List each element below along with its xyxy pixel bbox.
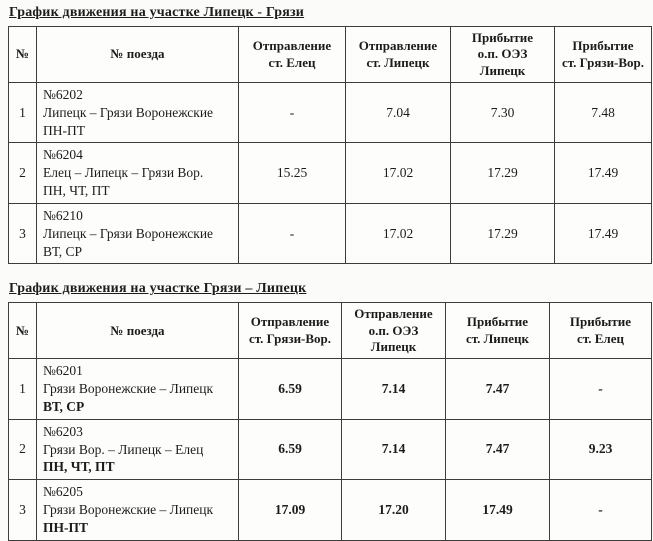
row-number: 1 xyxy=(8,81,37,144)
time-cell: 17.29 xyxy=(450,202,555,265)
time-cell: 6.59 xyxy=(238,418,342,481)
time-cell: 17.02 xyxy=(345,202,451,265)
train-number: №6201 xyxy=(43,363,83,379)
col-header-arr-gryazi: Прибытие ст. Грязи-Вор. xyxy=(554,26,652,83)
time-cell: 17.49 xyxy=(445,479,550,541)
time-cell: 9.23 xyxy=(549,418,652,481)
row-number: 3 xyxy=(8,479,37,541)
schedule-title-lipetsk-gryazi: График движения на участке Липецк - Гряз… xyxy=(9,5,305,20)
train-days: ПН, ЧТ, ПТ xyxy=(43,183,110,199)
train-number: №6210 xyxy=(43,207,83,223)
row-number: 1 xyxy=(8,358,37,420)
table-row: 2 №6203 Грязи Вор. – Липецк – Елец ПН, Ч… xyxy=(8,418,652,481)
time-cell: 15.25 xyxy=(238,142,346,204)
train-cell: №6204 Елец – Липецк – Грязи Вор. ПН, ЧТ,… xyxy=(36,142,239,204)
col-header-arr-oez: Прибытие о.п. ОЭЗ Липецк xyxy=(450,26,555,83)
table-row: 1 №6202 Липецк – Грязи Воронежские ПН-ПТ… xyxy=(8,81,652,144)
schedule-table-lipetsk-gryazi: № № поезда Отправление ст. Елец Отправле… xyxy=(8,26,652,265)
time-cell: 17.02 xyxy=(345,142,451,204)
train-route: Липецк – Грязи Воронежские xyxy=(43,104,214,120)
train-number: №6205 xyxy=(43,484,83,500)
time-cell: 7.47 xyxy=(445,358,550,420)
train-days: ВТ, СР xyxy=(43,243,82,259)
train-cell: №6205 Грязи Воронежские – Липецк ПН-ПТ xyxy=(36,479,239,541)
row-number: 2 xyxy=(8,142,37,204)
train-cell: №6202 Липецк – Грязи Воронежские ПН-ПТ xyxy=(36,81,239,144)
train-route: Грязи Воронежские – Липецк xyxy=(43,381,214,397)
table-row: 3 №6210 Липецк – Грязи Воронежские ВТ, С… xyxy=(8,202,652,265)
time-cell: 17.09 xyxy=(238,479,342,541)
time-cell: 17.49 xyxy=(554,202,652,265)
schedule-table-gryazi-lipetsk: № № поезда Отправление ст. Грязи-Вор. От… xyxy=(8,302,652,541)
train-number: №6203 xyxy=(43,423,83,439)
row-number: 2 xyxy=(8,418,37,481)
train-days: ПН-ПТ xyxy=(43,122,85,138)
col-header-index: № xyxy=(8,302,37,360)
time-cell: - xyxy=(549,479,652,541)
train-days: ПН, ЧТ, ПТ xyxy=(43,459,115,475)
train-route: Елец – Липецк – Грязи Вор. xyxy=(43,165,204,181)
table-row: 3 №6205 Грязи Воронежские – Липецк ПН-ПТ… xyxy=(8,479,652,541)
train-days: ПН-ПТ xyxy=(43,519,89,535)
train-number: №6204 xyxy=(43,147,83,163)
col-header-train: № поезда xyxy=(36,302,239,360)
time-cell: 7.04 xyxy=(345,81,451,144)
time-cell: 7.47 xyxy=(445,418,550,481)
col-header-arr-lipetsk: Прибытие ст. Липецк xyxy=(445,302,550,360)
header-row: № № поезда Отправление ст. Грязи-Вор. От… xyxy=(8,302,652,360)
col-header-index: № xyxy=(8,26,37,83)
col-header-train: № поезда xyxy=(36,26,239,83)
time-cell: - xyxy=(549,358,652,420)
train-route: Грязи Вор. – Липецк – Елец xyxy=(43,441,204,457)
train-route: Липецк – Грязи Воронежские xyxy=(43,225,214,241)
schedule-title-gryazi-lipetsk: График движения на участке Грязи – Липец… xyxy=(9,281,307,297)
time-cell: 17.49 xyxy=(554,142,652,204)
table-row: 2 №6204 Елец – Липецк – Грязи Вор. ПН, Ч… xyxy=(8,142,652,204)
train-route: Грязи Воронежские – Липецк xyxy=(43,502,214,517)
time-cell: - xyxy=(238,81,346,144)
time-cell: - xyxy=(238,202,346,265)
col-header-arr-elets: Прибытие ст. Елец xyxy=(549,302,652,360)
time-cell: 7.14 xyxy=(341,418,446,481)
header-row: № № поезда Отправление ст. Елец Отправле… xyxy=(8,26,652,83)
col-header-dep-oez: Отправление о.п. ОЭЗ Липецк xyxy=(341,302,446,360)
train-cell: №6210 Липецк – Грязи Воронежские ВТ, СР xyxy=(36,202,239,265)
time-cell: 17.29 xyxy=(450,142,555,204)
row-number: 3 xyxy=(8,202,37,265)
time-cell: 17.20 xyxy=(341,479,446,541)
train-days: ВТ, СР xyxy=(43,398,85,414)
table-row: 1 №6201 Грязи Воронежские – Липецк ВТ, С… xyxy=(8,358,652,420)
time-cell: 7.30 xyxy=(450,81,555,144)
time-cell: 6.59 xyxy=(238,358,342,420)
train-cell: №6201 Грязи Воронежские – Липецк ВТ, СР xyxy=(36,358,239,420)
col-header-dep-gryazi: Отправление ст. Грязи-Вор. xyxy=(238,302,342,360)
col-header-dep-lipetsk: Отправление ст. Липецк xyxy=(345,26,451,83)
col-header-dep-elets: Отправление ст. Елец xyxy=(238,26,346,83)
train-cell: №6203 Грязи Вор. – Липецк – Елец ПН, ЧТ,… xyxy=(36,418,239,481)
train-number: №6202 xyxy=(43,87,83,102)
time-cell: 7.14 xyxy=(341,358,446,420)
time-cell: 7.48 xyxy=(554,81,652,144)
